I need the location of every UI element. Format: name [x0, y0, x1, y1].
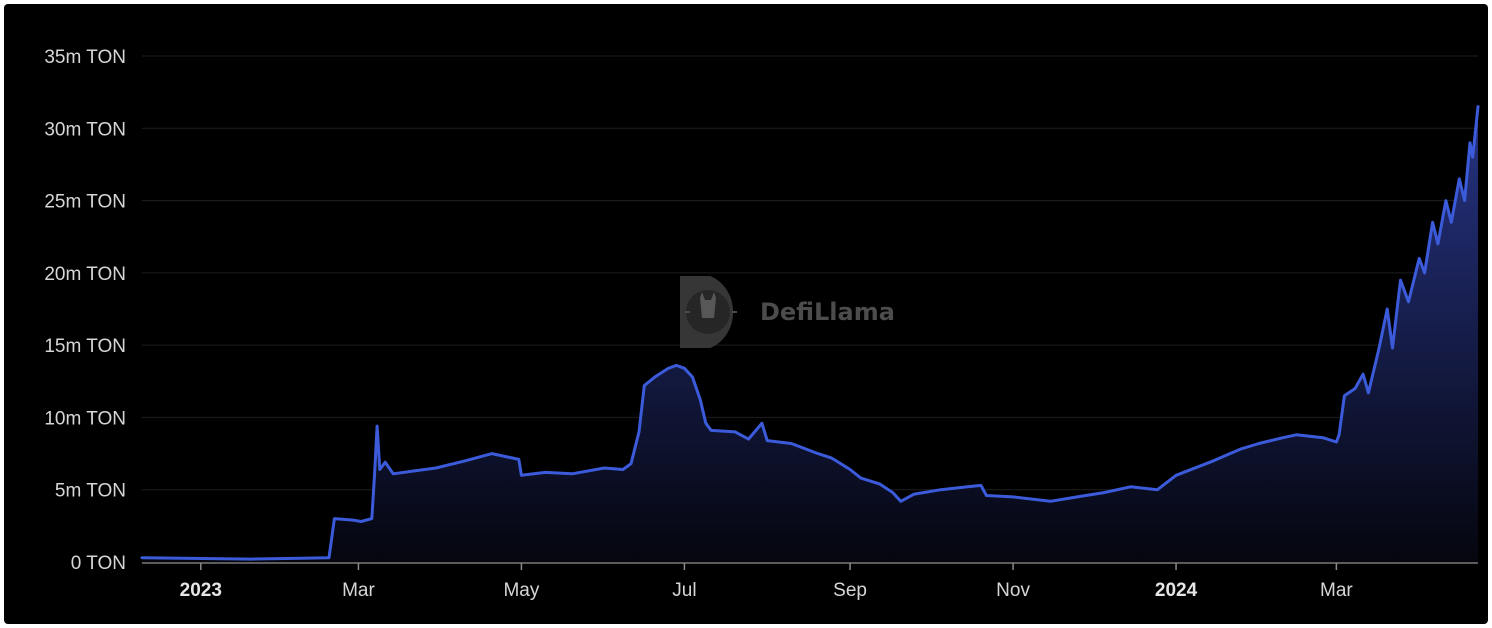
chart-panel: DefiLlama 0 TON 5m TON 10m TON 15m TON 20m T… [4, 4, 1488, 624]
y-tick-label: 35m TON [44, 47, 126, 68]
series-line-group [140, 105, 1480, 561]
y-tick-label: 10m TON [44, 408, 126, 429]
y-tick-label: 30m TON [44, 119, 126, 140]
x-tick-label: Jul [672, 580, 696, 601]
x-tick-label: Nov [996, 580, 1030, 601]
series-line [140, 105, 1480, 561]
area-fill [142, 106, 1478, 562]
y-tick-label: 0 TON [71, 553, 126, 574]
y-tick-label: 15m TON [44, 336, 126, 357]
x-tick-label: May [503, 580, 539, 601]
tvl-chart: DefiLlama 0 TON 5m TON 10m TON 15m TON 20m T… [44, 47, 1480, 601]
grid-lines [142, 55, 1478, 491]
series-area [142, 106, 1478, 562]
y-tick-label: 20m TON [44, 264, 126, 285]
watermark-text: DefiLlama [760, 298, 895, 326]
y-tick-label: 5m TON [55, 481, 126, 502]
llama-logo-icon [680, 276, 737, 348]
y-axis-ticks: 0 TON 5m TON 10m TON 15m TON 20m TON 25m TON 3… [44, 47, 126, 574]
x-tick-label: 2024 [1155, 580, 1198, 601]
x-tick-label: 2023 [180, 580, 222, 601]
x-tick-label: Sep [833, 580, 867, 601]
x-tick-label: Mar [342, 580, 375, 601]
watermark: DefiLlama [680, 276, 895, 348]
x-tick-label: Mar [1320, 580, 1353, 601]
y-tick-label: 25m TON [44, 192, 126, 213]
x-axis-ticks: 2023 Mar May Jul Sep Nov 2024 Mar [180, 563, 1353, 601]
